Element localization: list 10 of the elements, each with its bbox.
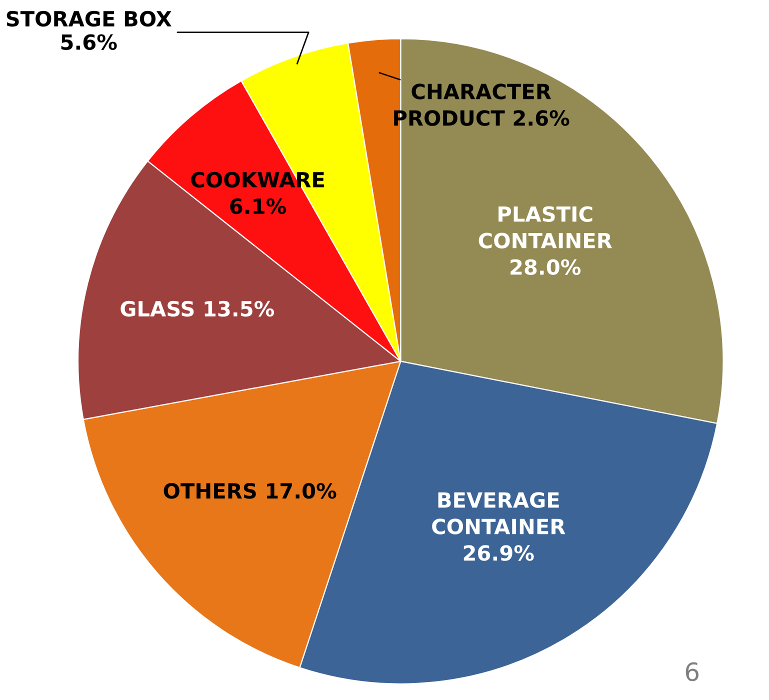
slice-label: GLASS 13.5%: [120, 300, 274, 317]
data-label: 28.0%: [510, 259, 581, 275]
slice-label: STORAGE BOX: [6, 10, 172, 27]
data-label: 6.1%: [230, 198, 286, 214]
text: 6: [686, 662, 698, 682]
slice-label: BEVERAGE CONTAINER: [432, 492, 566, 534]
slice-label: OTHERS 17.0%: [164, 482, 336, 499]
data-label: 5.6%: [61, 34, 117, 50]
slice-label: PLASTIC CONTAINER: [478, 206, 612, 248]
data-label: 26.9%: [464, 545, 534, 561]
